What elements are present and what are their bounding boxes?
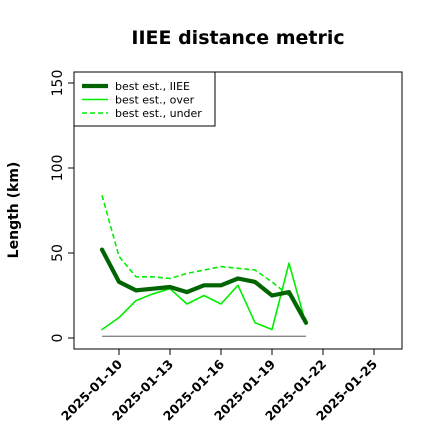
y-axis: 0 50 100 150: [50, 70, 75, 343]
y-tick-label: 50: [50, 244, 66, 262]
series-line-1: [101, 262, 307, 331]
x-axis: 2025-01-102025-01-132025-01-162025-01-19…: [58, 348, 380, 424]
legend-label-0: best est., IIEE: [115, 80, 190, 93]
chart-title: IIEE distance metric: [131, 27, 344, 49]
y-tick-label: 0: [50, 334, 66, 343]
y-axis-label: Length (km): [6, 162, 22, 259]
y-tick-label: 100: [50, 155, 66, 182]
legend-label-2: best est., under: [115, 107, 202, 120]
series-layer: [99, 194, 309, 337]
series-line-2: [101, 194, 307, 320]
legend-label-1: best est., over: [115, 94, 195, 107]
y-tick-label: 150: [50, 70, 66, 97]
series-line-0: [99, 247, 309, 325]
